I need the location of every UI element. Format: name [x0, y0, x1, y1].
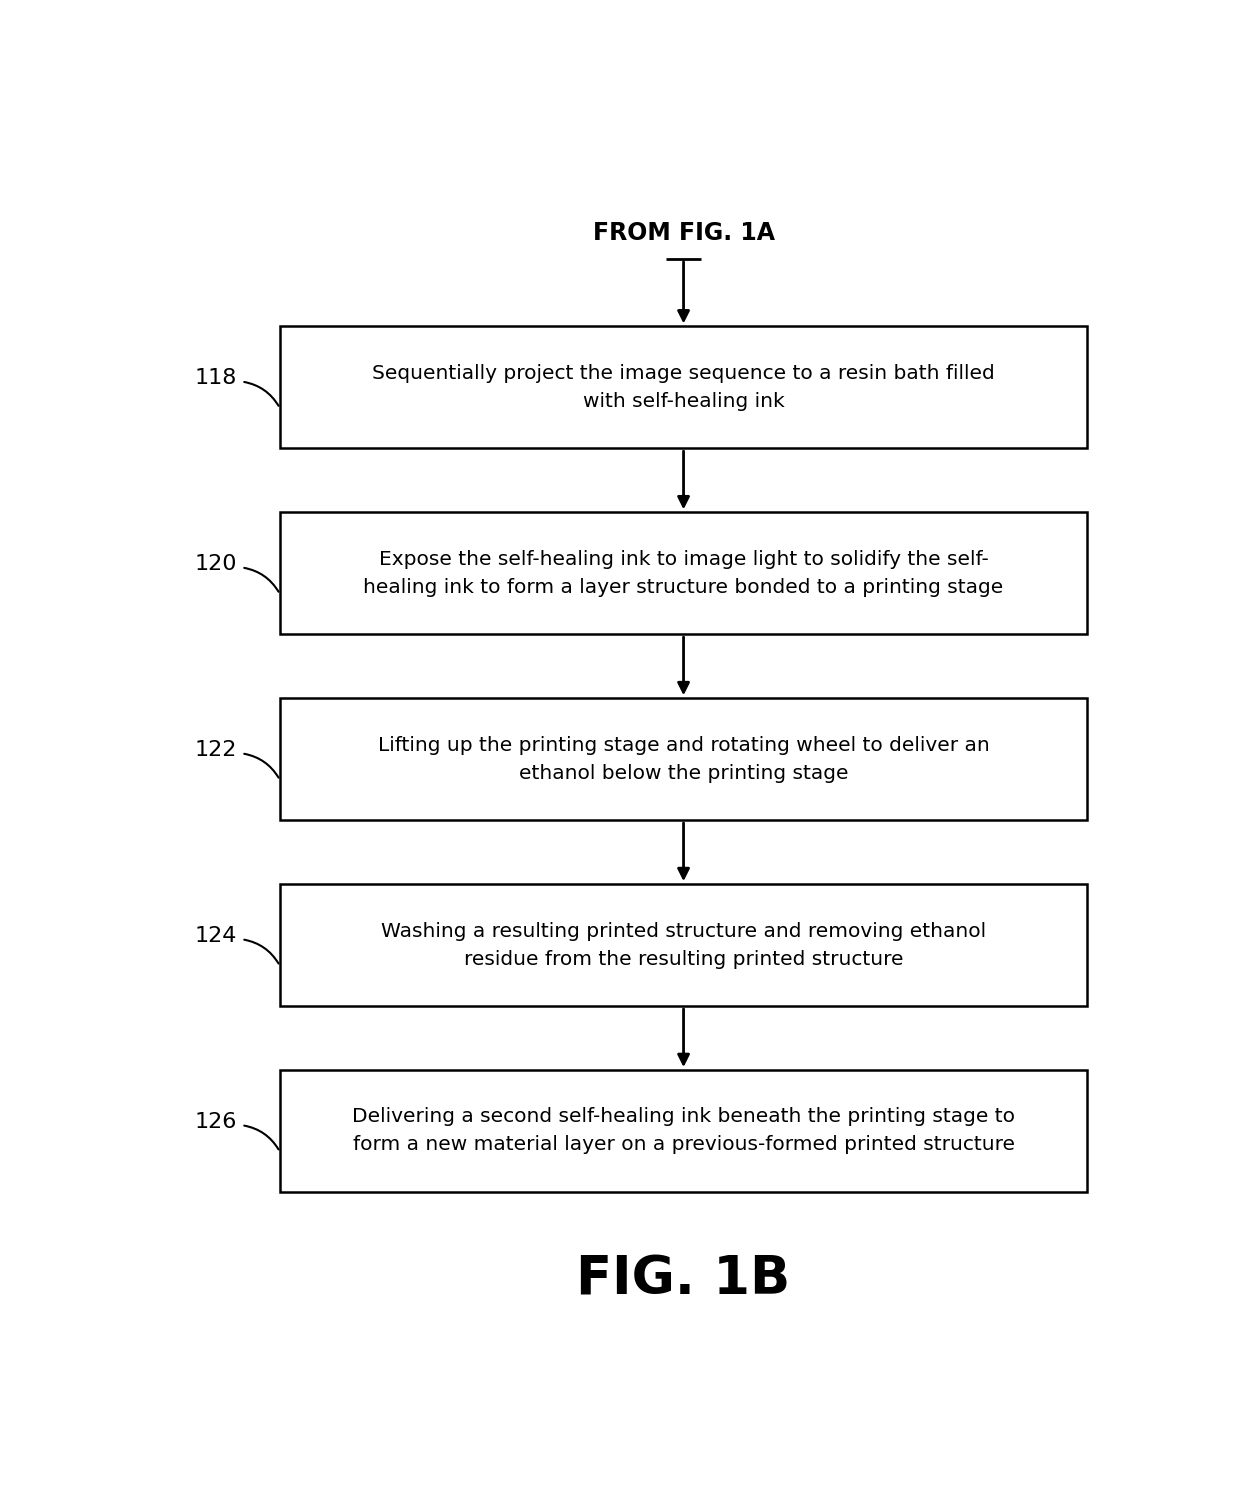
- Text: FIG. 1B: FIG. 1B: [577, 1252, 791, 1305]
- Bar: [280, 326, 1087, 448]
- Bar: [280, 699, 1087, 821]
- Text: Lifting up the printing stage and rotating wheel to deliver an
ethanol below the: Lifting up the printing stage and rotati…: [378, 736, 990, 783]
- Text: 124: 124: [195, 925, 237, 946]
- Bar: [280, 884, 1087, 1007]
- Bar: [280, 1070, 1087, 1192]
- Text: 118: 118: [195, 368, 237, 388]
- Text: FROM FIG. 1A: FROM FIG. 1A: [593, 222, 775, 246]
- Text: 122: 122: [195, 739, 237, 761]
- Text: Sequentially project the image sequence to a resin bath filled
with self-healing: Sequentially project the image sequence …: [372, 364, 994, 410]
- Text: Delivering a second self-healing ink beneath the printing stage to
form a new ma: Delivering a second self-healing ink ben…: [352, 1108, 1016, 1154]
- Text: 126: 126: [195, 1112, 237, 1132]
- Text: Washing a resulting printed structure and removing ethanol
residue from the resu: Washing a resulting printed structure an…: [381, 922, 986, 969]
- Text: Expose the self-healing ink to image light to solidify the self-
healing ink to : Expose the self-healing ink to image lig…: [363, 549, 1003, 596]
- Text: 120: 120: [195, 554, 237, 573]
- Bar: [280, 512, 1087, 634]
